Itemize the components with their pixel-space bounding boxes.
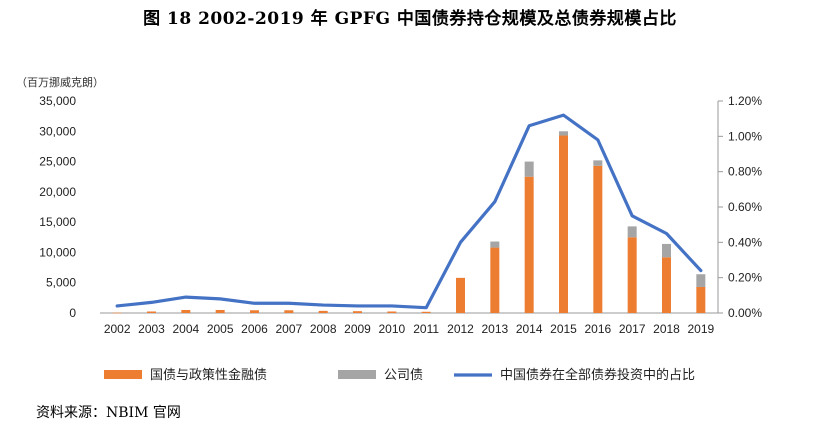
x-tick-label: 2005 bbox=[207, 322, 234, 336]
left-tick-label: 5,000 bbox=[46, 276, 76, 290]
x-tick-label: 2004 bbox=[172, 322, 199, 336]
bar-govt-policy-bond bbox=[147, 311, 156, 313]
right-tick-label: 0.40% bbox=[728, 235, 762, 249]
x-tick-label: 2013 bbox=[481, 322, 508, 336]
bar-govt-policy-bond bbox=[559, 135, 568, 313]
bar-govt-policy-bond bbox=[524, 176, 534, 313]
right-tick-label: 1.00% bbox=[728, 129, 762, 143]
left-tick-label: 15,000 bbox=[39, 215, 76, 229]
bar-govt-policy-bond bbox=[284, 310, 294, 313]
x-tick-label: 2015 bbox=[550, 322, 577, 336]
x-tick-label: 2018 bbox=[653, 322, 680, 336]
x-tick-label: 2007 bbox=[275, 322, 302, 336]
left-tick-label: 30,000 bbox=[39, 124, 76, 138]
bar-corporate-bond bbox=[593, 160, 603, 166]
left-tick-label: 0 bbox=[69, 306, 76, 320]
bar-corporate-bond bbox=[490, 241, 500, 248]
bar-govt-policy-bond bbox=[490, 247, 500, 313]
chart-title: 图 18 2002-2019 年 GPFG 中国债券持仓规模及总债券规模占比 bbox=[143, 9, 677, 29]
y-axis-unit-label: （百万挪威克朗） bbox=[16, 75, 104, 89]
bar-govt-policy-bond bbox=[181, 309, 191, 313]
bond-holdings-chart: （百万挪威克朗） 0 5,000 10,000 15,000 20,000 25,000 30… bbox=[16, 75, 762, 383]
left-tick-label: 10,000 bbox=[39, 245, 76, 259]
legend-label-share-line: 中国债券在全部债券投资中的占比 bbox=[500, 367, 695, 383]
x-tick-label: 2019 bbox=[687, 322, 714, 336]
x-tick-label: 2016 bbox=[584, 322, 611, 336]
right-tick-label: 0.60% bbox=[728, 200, 762, 214]
bar-govt-policy-bond bbox=[456, 277, 465, 313]
source-note: 资料来源：NBIM 官网 bbox=[36, 405, 181, 421]
bar-govt-policy-bond bbox=[250, 310, 259, 313]
bar-govt-policy-bond bbox=[662, 257, 671, 313]
x-tick-label: 2014 bbox=[516, 322, 543, 336]
left-tick-label: 25,000 bbox=[39, 155, 76, 169]
share-line bbox=[115, 113, 703, 310]
bar-govt-policy-bond bbox=[696, 286, 706, 313]
x-tick-label: 2010 bbox=[378, 322, 405, 336]
x-tick-label: 2011 bbox=[413, 322, 439, 336]
x-tick-label: 2009 bbox=[344, 322, 371, 336]
left-tick-label: 20,000 bbox=[39, 185, 76, 199]
x-tick-label: 2012 bbox=[447, 322, 474, 336]
left-tick-label: 35,000 bbox=[39, 94, 76, 108]
bar-corporate-bond bbox=[662, 243, 671, 258]
legend-swatch-govt-policy-bond bbox=[104, 370, 142, 379]
right-tick-label: 0.80% bbox=[728, 165, 762, 179]
x-tick-label: 2017 bbox=[619, 322, 646, 336]
x-tick-label: 2006 bbox=[241, 322, 268, 336]
right-tick-label: 0.20% bbox=[728, 271, 762, 285]
bar-govt-policy-bond bbox=[593, 165, 603, 313]
bar-govt-policy-bond bbox=[318, 310, 328, 313]
bar-corporate-bond bbox=[627, 226, 637, 238]
bar-govt-policy-bond bbox=[421, 311, 431, 313]
bar-corporate-bond bbox=[696, 274, 706, 287]
bar-govt-policy-bond bbox=[353, 311, 362, 313]
legend-swatch-corporate-bond bbox=[338, 370, 376, 379]
bar-govt-policy-bond bbox=[215, 309, 225, 313]
right-tick-label: 0.00% bbox=[728, 306, 762, 320]
x-tick-label: 2003 bbox=[138, 322, 165, 336]
bar-govt-policy-bond bbox=[627, 237, 637, 313]
bar-govt-policy-bond bbox=[387, 311, 397, 313]
x-tick-label: 2008 bbox=[310, 322, 337, 336]
bar-corporate-bond bbox=[524, 161, 534, 177]
bar-corporate-bond bbox=[559, 131, 568, 136]
bar-govt-policy-bond bbox=[112, 312, 122, 314]
x-tick-label: 2002 bbox=[104, 322, 131, 336]
right-tick-label: 1.20% bbox=[728, 94, 762, 108]
legend-label-corporate-bond: 公司债 bbox=[384, 368, 423, 383]
legend-label-govt-policy-bond: 国债与政策性金融债 bbox=[150, 367, 267, 383]
